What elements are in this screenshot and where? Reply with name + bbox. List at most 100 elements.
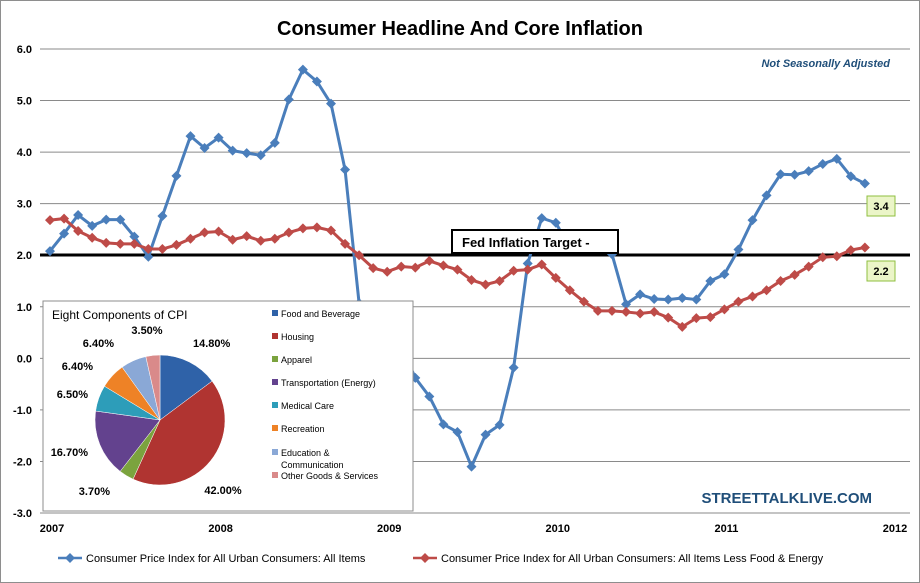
data-point [480,279,491,290]
x-tick-label: 2011 [714,523,738,535]
data-point [466,274,477,285]
data-point [677,321,688,332]
pie-value-label: 16.70% [51,447,89,459]
pie-inset: Eight Components of CPI 14.80% 42.00% 3.70… [42,300,414,512]
data-point [199,227,210,238]
data-point [340,238,351,249]
pie-legend-swatch [272,379,278,385]
data-point [761,190,772,201]
data-point [803,166,814,177]
pie-legend-swatch [272,449,278,455]
data-point [550,272,561,283]
data-point [311,76,322,87]
data-point [241,148,252,159]
data-point [171,239,182,250]
pie-legend-swatch [272,425,278,431]
data-point [663,312,674,323]
pie-legend-swatch [272,472,278,478]
y-tick-label: 6.0 [17,44,32,56]
data-point [536,213,547,224]
data-point [536,259,547,270]
data-point [789,169,800,180]
data-point [87,232,98,243]
data-point [733,296,744,307]
x-tick-label: 2012 [883,523,907,535]
headline-last-value-box [866,195,896,217]
fed-target-label-box [451,229,619,254]
pie-slice [159,354,213,421]
chart-title: Consumer Headline And Core Inflation [277,18,643,40]
y-tick-label: 1.0 [17,302,32,314]
data-point [831,251,842,262]
data-point [129,231,140,242]
legend-marker-headline [65,553,75,563]
pie-legend-label: Food and Beverage [281,309,360,319]
data-point [817,252,828,263]
watermark: STREETTALKLIVE.COM [701,490,872,507]
data-point [213,132,224,143]
data-point [311,222,322,233]
data-point [522,258,533,269]
data-point [494,276,505,286]
data-point [227,145,238,156]
pie-value-label: 14.80% [193,338,231,350]
data-point [621,299,632,310]
data-point [761,285,772,296]
data-point [269,137,280,148]
legend-label-headline: Consumer Price Index for All Urban Consu… [86,553,366,565]
data-point [845,171,856,182]
data-point [297,64,308,75]
data-point [649,306,660,317]
pie-legend-label: Recreation [281,424,325,434]
y-tick-label: 2.0 [17,250,32,262]
data-point [452,427,463,438]
pie-slice [132,380,226,486]
pie-legend-swatch [272,333,278,339]
data-point [157,244,168,255]
data-point [789,269,800,280]
data-point [87,220,98,231]
data-point [382,266,393,277]
data-point [635,308,646,319]
data-point [185,131,196,142]
data-point [297,223,308,234]
pie-legend-label: Transportation (Energy) [281,378,376,388]
data-point [73,225,84,236]
data-point [354,250,365,261]
x-tick-label: 2007 [40,523,64,535]
data-point [508,265,519,276]
legend-marker-core [420,553,430,563]
pie-legend-label: Education & [281,448,330,458]
data-point [677,293,688,304]
data-point [845,245,856,256]
y-tick-label: 5.0 [17,96,32,108]
data-point [326,98,336,109]
data-point [227,234,238,245]
data-point [101,237,112,248]
pie-value-label: 6.40% [62,361,93,373]
pie-value-label: 6.40% [83,338,114,350]
data-point [424,255,435,266]
data-point [438,260,449,271]
data-point [550,217,561,228]
y-tick-label: -3.0 [13,508,32,520]
y-tick-label: 0.0 [17,353,32,365]
data-point [269,233,280,244]
data-point [45,246,55,257]
data-point [157,211,168,222]
data-point [775,169,786,180]
data-point [424,391,435,402]
data-point [438,419,449,430]
data-point [705,276,716,286]
data-point [143,244,154,255]
data-point [255,235,266,246]
data-point [480,429,491,440]
pie-legend-label: Apparel [281,355,312,365]
data-point [522,264,533,275]
pie-legend-label: Medical Care [281,401,334,411]
pie-legend-label-cont: Communication [281,460,344,470]
data-point [775,276,786,286]
data-point [747,215,758,226]
x-tick-label: 2010 [546,523,570,535]
